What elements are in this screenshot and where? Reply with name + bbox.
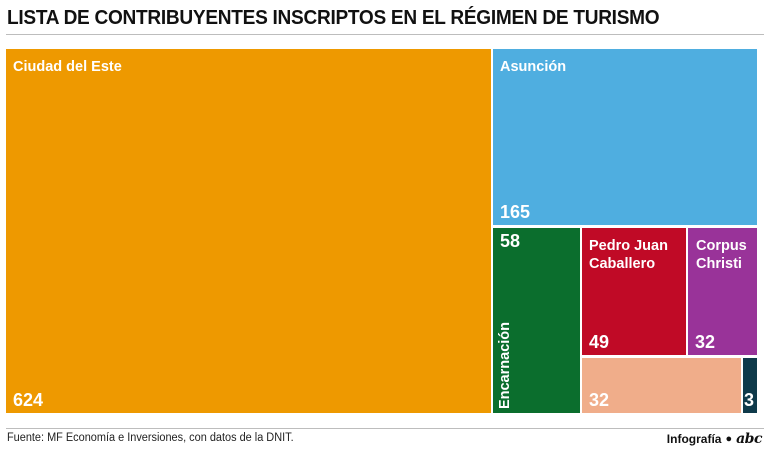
tile-label: Corpus Christi bbox=[696, 238, 747, 272]
bullet-icon: ● bbox=[725, 433, 733, 445]
tile-value: 58 bbox=[500, 231, 521, 251]
tile-label: Ciudad del Este bbox=[13, 59, 122, 75]
tile-value: 32 bbox=[695, 332, 716, 352]
title-divider bbox=[6, 34, 764, 35]
tile-value: 3 bbox=[744, 390, 755, 410]
tile-value: 624 bbox=[13, 390, 44, 410]
source-note: Fuente: MF Economía e Inversiones, con d… bbox=[7, 432, 294, 444]
tile-asuncion: Asunción 165 bbox=[493, 49, 757, 225]
credit-text: Infografía bbox=[666, 432, 722, 446]
abc-logo: abc bbox=[736, 431, 762, 447]
tile-label: Encarnación bbox=[497, 321, 513, 409]
tile-value: 32 bbox=[589, 390, 610, 410]
tile-unlabeled-6: 3 bbox=[743, 358, 757, 413]
tile-ciudad-del-este: Ciudad del Este 624 bbox=[6, 49, 491, 413]
tile-unlabeled-5: 32 bbox=[582, 358, 741, 413]
footer-divider bbox=[6, 428, 764, 429]
tile-pedro-juan-caballero: Pedro Juan Caballero 49 bbox=[582, 228, 686, 355]
chart-title: LISTA DE CONTRIBUYENTES INSCRIPTOS EN EL… bbox=[7, 6, 660, 29]
tile-corpus-christi: Corpus Christi 32 bbox=[688, 228, 757, 355]
credit: Infografía ● abc bbox=[666, 431, 763, 447]
tile-label: Asunción bbox=[500, 59, 567, 75]
tile-label: Pedro Juan Caballero bbox=[589, 238, 668, 272]
tile-encarnacion: Encarnación 58 bbox=[493, 228, 580, 413]
tile-value: 49 bbox=[589, 332, 610, 352]
tile-value: 165 bbox=[500, 202, 531, 222]
